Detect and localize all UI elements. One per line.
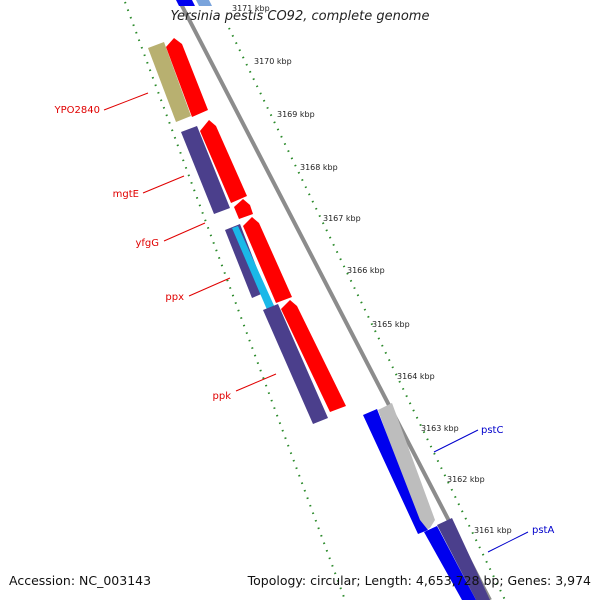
accession-text: Accession: NC_003143	[9, 573, 152, 588]
kbp-labels: 3171 kbp 3170 kbp 3169 kbp 3168 kbp 3167…	[232, 4, 512, 535]
leader-ppk	[235, 373, 277, 392]
leader-yfgg	[163, 222, 206, 242]
feature-ypo2840	[148, 42, 191, 122]
feature-pstc-grey	[378, 403, 435, 532]
feature-red-2	[200, 120, 247, 203]
feature-top-blue	[176, 0, 195, 6]
feature-ppk	[263, 304, 328, 424]
feature-top-lightblue	[196, 0, 212, 6]
label-pstc: pstC	[481, 425, 503, 436]
leader-pstc	[433, 429, 479, 453]
label-psta: pstA	[532, 525, 554, 536]
label-ypo2840: YPO2840	[54, 105, 100, 116]
kbp-tick-label: 3171 kbp	[232, 4, 270, 13]
feature-blocks	[148, 0, 490, 600]
leader-psta	[487, 531, 529, 553]
feature-red-3	[234, 199, 253, 219]
label-ppx: ppx	[165, 292, 184, 303]
feature-psta	[424, 526, 476, 600]
feature-psta-grey	[437, 518, 490, 600]
kbp-tick-label: 3166 kbp	[347, 266, 385, 275]
kbp-tick-label: 3165 kbp	[372, 320, 410, 329]
label-yfgg: yfgG	[135, 238, 159, 249]
label-mgte: mgtE	[113, 189, 139, 200]
feature-pstc	[363, 409, 428, 534]
leader-ypo2840	[103, 92, 149, 111]
label-ppk: ppk	[213, 391, 232, 402]
feature-red-1	[166, 38, 208, 117]
leader-mgte	[142, 175, 185, 194]
kbp-tick-label: 3164 kbp	[397, 372, 435, 381]
map-title: Yersinia pestis CO92, complete genome	[170, 9, 430, 24]
outer-tick-track	[124, 1, 346, 600]
kbp-tick-label: 3163 kbp	[421, 424, 459, 433]
gene-labels: YPO2840 mgtE yfgG ppx ppk pstC pstA	[54, 92, 554, 553]
kbp-tick-label: 3162 kbp	[447, 475, 485, 484]
kbp-tick-label: 3169 kbp	[277, 110, 315, 119]
kbp-tick-label: 3170 kbp	[254, 57, 292, 66]
genome-summary-text: Topology: circular; Length: 4,653,728 bp…	[247, 573, 591, 588]
kbp-tick-label: 3168 kbp	[300, 163, 338, 172]
leader-ppx	[188, 277, 231, 297]
feature-red-5	[281, 300, 346, 412]
kbp-tick-label: 3167 kbp	[323, 214, 361, 223]
feature-mgte	[181, 126, 230, 214]
backbone-line	[178, 1, 492, 600]
feature-cyan	[232, 226, 276, 312]
feature-red-4	[243, 217, 292, 303]
tick-tracks	[124, 1, 506, 600]
kbp-tick-label: 3161 kbp	[474, 526, 512, 535]
inner-tick-track	[228, 27, 506, 600]
